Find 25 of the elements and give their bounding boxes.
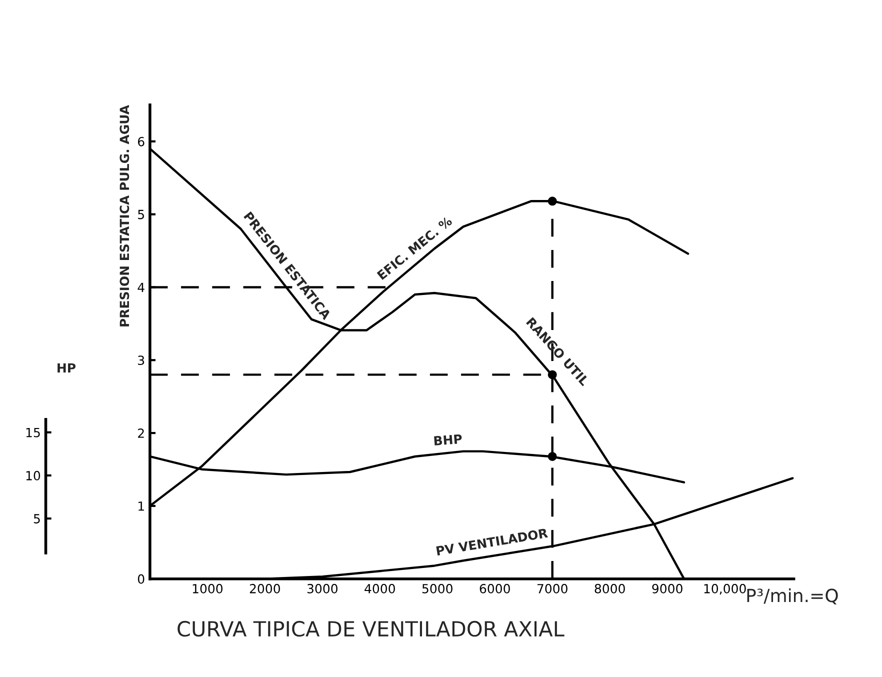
x-tick-label: 10,000 [704,584,746,595]
y2-axis-title: HP [58,363,76,372]
x-tick-label: 5000 [422,584,452,594]
y-tick-label: 5 [138,210,144,220]
y2-tick-label: 15 [26,428,40,438]
x-axis-title: P³/min.=Q [747,588,838,604]
x-tick-label: 7000 [537,584,568,594]
x-tick-label: 8000 [594,584,625,594]
x-tick-label: 9000 [652,584,682,594]
y2-tick-label: 10 [26,470,40,480]
y-tick-label: 6 [138,136,144,146]
x-tick-label: 4000 [364,584,395,594]
series-label: BHP [434,434,462,446]
x-tick-label: 1000 [192,584,223,594]
y-tick-label: 2 [138,428,144,438]
x-tick-label: 6000 [480,584,510,594]
y-tick-label: 3 [138,356,144,366]
x-tick-label: 2000 [250,584,280,594]
y-tick-label: 4 [138,282,144,292]
y2-tick-label: 5 [34,514,40,524]
y-axis-title: PRESION ESTATICA PULG. AGUA [120,104,130,326]
x-tick-label: 3000 [307,584,338,594]
text: CURVA TIPICA DE VENTILADOR AXIAL [178,620,564,637]
y-tick-label: 0 [138,574,144,584]
y-tick-label: 1 [138,502,144,511]
